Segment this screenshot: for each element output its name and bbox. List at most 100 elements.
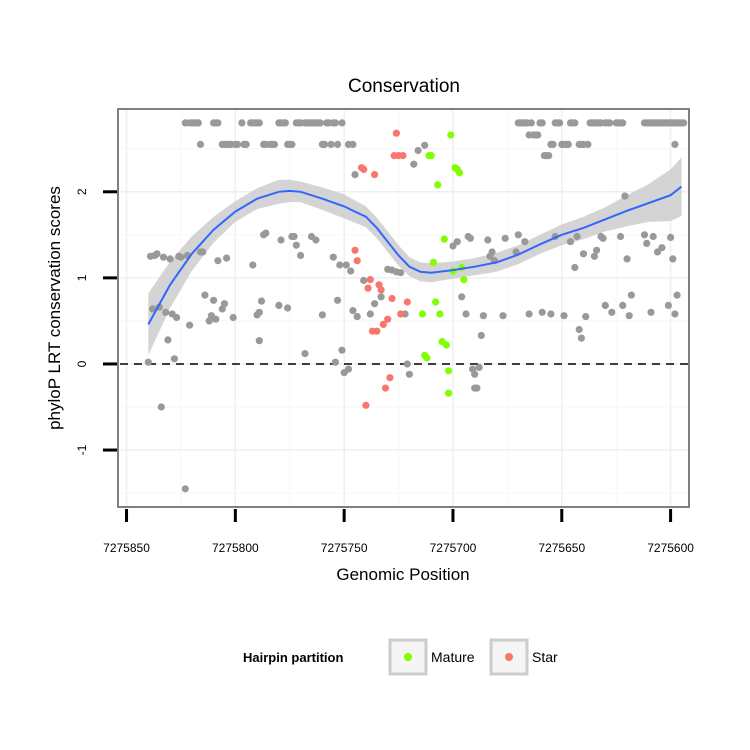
data-point-other	[593, 246, 601, 254]
data-point-other	[331, 358, 339, 366]
data-point-other	[366, 310, 374, 318]
data-point-other	[334, 140, 342, 148]
data-point-mature	[455, 169, 464, 177]
data-point-other	[623, 255, 631, 263]
plot-panel	[117, 108, 690, 508]
data-point-other	[573, 232, 581, 241]
data-point-other	[571, 119, 579, 127]
data-point-other	[257, 297, 266, 305]
data-point-star	[403, 298, 411, 306]
data-point-other	[321, 140, 329, 148]
data-point-other	[608, 308, 616, 316]
x-tick-label: 7275750	[321, 541, 368, 555]
data-point-other	[181, 485, 189, 493]
chart-title: Conservation	[348, 76, 460, 97]
data-point-mature	[418, 310, 427, 318]
data-point-other	[501, 234, 509, 242]
data-point-other	[547, 310, 555, 318]
data-point-other	[575, 325, 583, 334]
x-tick-label: 7275850	[103, 541, 150, 555]
data-point-other	[331, 119, 339, 127]
data-point-other	[349, 140, 357, 148]
y-tick-label: -1	[75, 444, 89, 455]
data-point-other	[229, 313, 237, 322]
data-point-other	[405, 370, 413, 378]
data-point-star	[392, 129, 400, 137]
data-point-star	[373, 327, 381, 335]
data-point-other	[560, 312, 568, 320]
y-axis: -1 0 1 2	[75, 188, 117, 455]
data-point-other	[270, 140, 279, 148]
data-point-other	[458, 293, 466, 301]
data-point-other	[538, 308, 546, 316]
data-point-other	[582, 313, 590, 321]
data-point-other	[157, 403, 165, 411]
data-point-other	[403, 360, 411, 368]
data-point-other	[238, 119, 246, 127]
data-point-other	[262, 229, 270, 237]
x-axis: 7275850 7275800 7275750 7275700 7275650 72756…	[103, 509, 694, 555]
data-point-star	[377, 286, 385, 294]
data-point-other	[194, 119, 202, 127]
data-point-other	[360, 276, 368, 285]
smooth-line	[147, 185, 683, 325]
data-point-other	[162, 308, 170, 316]
data-point-other	[223, 254, 231, 262]
data-point-other	[144, 358, 152, 366]
data-point-star	[362, 401, 370, 409]
data-point-other	[462, 310, 470, 318]
data-point-other	[671, 140, 679, 148]
data-point-star	[353, 257, 361, 265]
data-point-other	[545, 152, 553, 160]
data-point-other	[164, 336, 172, 344]
y-tick-label: 2	[75, 188, 89, 195]
data-point-star	[360, 165, 368, 173]
data-point-other	[338, 119, 346, 127]
data-point-other	[606, 119, 614, 127]
data-point-mature	[442, 341, 450, 349]
data-point-other	[329, 253, 337, 261]
data-point-other	[664, 301, 673, 309]
data-point-other	[471, 370, 479, 378]
data-point-other	[473, 384, 481, 392]
data-point-other	[312, 236, 320, 244]
data-point-other	[484, 236, 492, 244]
data-point-other	[577, 334, 586, 342]
data-point-other	[619, 119, 627, 127]
data-point-other	[153, 250, 161, 258]
data-point-other	[316, 119, 324, 127]
data-point-star	[386, 374, 394, 382]
data-point-other	[242, 140, 250, 148]
data-point-other	[579, 250, 588, 258]
data-point-other	[214, 119, 222, 127]
data-point-other	[275, 301, 283, 309]
data-point-other	[667, 233, 675, 241]
data-point-star	[371, 171, 379, 179]
data-point-star	[381, 384, 390, 392]
points-layer	[144, 119, 688, 493]
data-point-other	[566, 238, 575, 246]
data-point-mature	[434, 181, 442, 189]
data-point-other	[564, 140, 572, 148]
data-point-other	[212, 315, 220, 323]
data-point-other	[669, 255, 677, 263]
data-point-other	[149, 305, 157, 313]
data-point-other	[556, 119, 564, 127]
data-point-other	[680, 119, 688, 127]
data-point-other	[488, 248, 496, 256]
data-point-other	[658, 244, 666, 252]
data-point-other	[421, 141, 429, 149]
data-point-other	[673, 291, 681, 299]
data-point-other	[514, 231, 522, 239]
data-point-other	[371, 300, 379, 308]
data-point-other	[475, 363, 483, 371]
data-point-other	[284, 304, 292, 312]
data-point-star	[364, 284, 372, 292]
data-point-other	[499, 312, 507, 320]
data-point-other	[214, 257, 222, 265]
data-point-other	[671, 310, 679, 318]
data-point-other	[318, 311, 326, 319]
data-point-star	[388, 294, 396, 303]
data-point-other	[453, 238, 461, 246]
